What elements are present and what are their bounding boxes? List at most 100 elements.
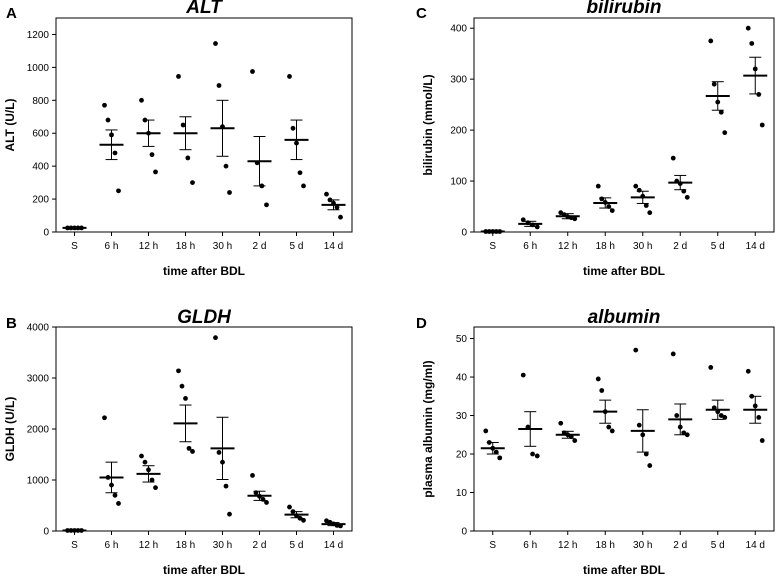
data-point [670,155,676,161]
data-point [102,102,107,108]
chart-panel-a: A ALT 0 200 400 600 800 1000 1200 S 6 h 12 h 18 h 30 … [3,0,353,278]
data-point [534,453,540,459]
data-point [718,413,724,418]
data-point [643,451,649,457]
chart-title: bilirubin [587,0,662,18]
x-tick-label: 2 d [673,241,687,252]
data-point [636,187,642,193]
x-tick-label: S [71,540,78,551]
data-point [264,202,269,208]
x-tick-label: 6 h [523,241,537,252]
data-point [558,420,564,426]
data-point [149,152,155,158]
data-point [745,368,751,374]
data-point [759,438,765,443]
data-point [153,485,158,491]
panel-letter: A [6,5,17,22]
data-point [708,365,714,370]
data-point [756,415,762,420]
data-point [216,83,222,88]
y-tick-label: 200 [32,195,49,206]
y-tick-label: 4000 [27,323,50,334]
data-point [190,449,195,454]
data-point [749,41,755,46]
x-tick-label: 5 d [290,241,304,252]
y-tick-label: 800 [32,96,49,107]
y-tick-label: 20 [456,450,468,461]
data-point [105,117,111,123]
data-point [745,25,751,31]
x-tick-label: 14 d [324,241,343,252]
y-axis-label: GLDH (U/L) [3,397,17,462]
y-tick-label: 1000 [27,476,50,487]
data-point [223,163,229,169]
x-tick-label: S [71,241,78,252]
data-point [643,203,649,208]
data-point [112,150,118,156]
data-point [530,451,535,457]
y-tick-label: 1000 [27,63,50,74]
x-tick-label: 6 h [523,540,537,551]
data-point [759,122,765,128]
chart-title: GLDH [177,307,232,328]
data-point [595,376,601,382]
x-tick-label: 12 h [558,241,577,252]
x-tick-label: 18 h [596,540,615,551]
data-point [636,422,642,428]
x-tick-label: 6 h [105,540,119,551]
data-point [572,216,578,222]
y-tick-label: 0 [43,527,49,538]
data-point [176,368,181,374]
data-point [186,445,192,451]
data-point [599,196,605,202]
x-tick-label: 12 h [558,540,577,551]
x-tick-label: 12 h [139,241,158,252]
y-tick-label: 100 [450,177,467,188]
plot-frame [473,326,775,532]
data-point [609,208,615,214]
panel-letter: B [6,315,17,332]
chart-title: ALT [185,0,223,18]
x-tick-label: 5 d [711,241,725,252]
y-tick-label: 2000 [27,425,50,436]
data-point [139,97,144,103]
x-tick-label: 14 d [746,241,765,252]
data-point [153,169,158,175]
data-point [287,504,292,510]
y-tick-label: 300 [450,75,467,86]
data-point [301,183,306,189]
data-point [497,455,503,461]
x-tick-label: 30 h [213,540,232,551]
data-point [633,183,639,189]
data-point [647,210,653,216]
data-point [301,517,306,523]
x-axis-label: time after BDL [583,264,665,278]
y-tick-label: 3000 [27,374,50,385]
data-point [116,501,121,506]
data-point [722,130,728,136]
data-point [534,224,540,230]
data-point [176,74,181,79]
x-axis-label: time after BDL [163,264,245,278]
data-point [572,438,578,443]
x-tick-label: 6 h [105,241,119,252]
data-point [142,459,148,465]
data-point [264,500,269,505]
data-point [684,194,690,200]
data-point [227,190,232,195]
data-point [227,511,232,517]
y-tick-label: 0 [461,527,467,538]
data-point [250,473,255,478]
x-axis-label: time after BDL [163,563,245,577]
data-point [711,81,717,87]
y-axis-label: ALT (U/L) [3,98,17,151]
data-point [250,69,255,74]
data-point [287,74,292,79]
data-point [674,413,680,418]
data-point [633,347,639,353]
x-tick-label: 30 h [633,241,652,252]
